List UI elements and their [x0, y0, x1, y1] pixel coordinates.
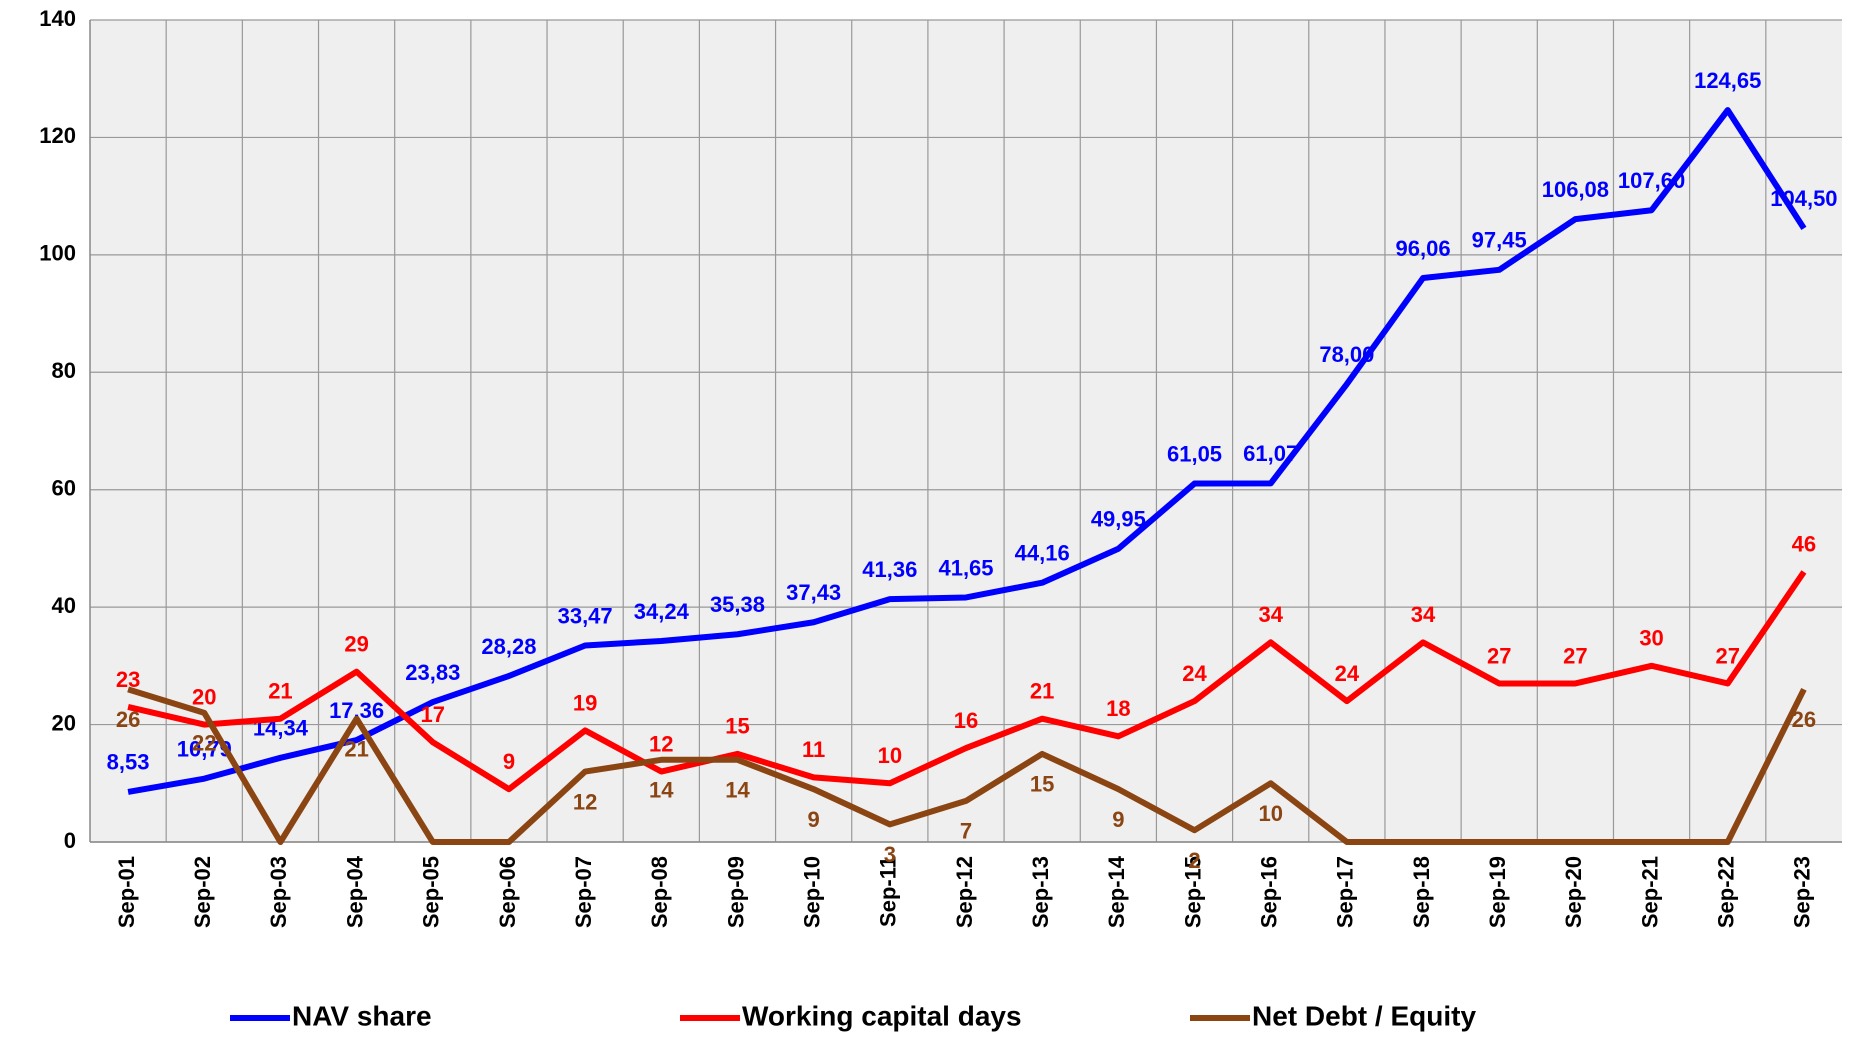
y-tick-label: 140 — [39, 6, 76, 31]
data-label: 24 — [1335, 661, 1360, 686]
data-label: 27 — [1715, 643, 1739, 668]
data-label: 49,95 — [1091, 507, 1146, 532]
x-tick-label: Sep-19 — [1485, 856, 1510, 928]
legend-label: Working capital days — [742, 1000, 1022, 1031]
x-tick-label: Sep-13 — [1028, 856, 1053, 928]
data-label: 9 — [503, 749, 515, 774]
y-tick-label: 120 — [39, 123, 76, 148]
data-label: 27 — [1487, 643, 1511, 668]
data-label: 23 — [116, 667, 140, 692]
x-tick-label: Sep-15 — [1180, 856, 1205, 928]
data-label: 97,45 — [1472, 228, 1527, 253]
data-label: 124,65 — [1694, 68, 1761, 93]
data-label: 107,60 — [1618, 168, 1685, 193]
x-tick-label: Sep-16 — [1257, 856, 1282, 928]
y-tick-label: 100 — [39, 241, 76, 266]
data-label: 61,07 — [1243, 441, 1298, 466]
x-tick-label: Sep-10 — [799, 856, 824, 928]
x-tick-label: Sep-01 — [114, 856, 139, 928]
x-tick-label: Sep-08 — [647, 856, 672, 928]
data-label: 28,28 — [481, 634, 536, 659]
data-label: 21 — [344, 737, 368, 762]
data-label: 20 — [192, 684, 216, 709]
data-label: 19 — [573, 690, 597, 715]
data-label: 17 — [421, 702, 445, 727]
data-label: 34 — [1258, 602, 1283, 627]
x-tick-label: Sep-23 — [1790, 856, 1815, 928]
x-tick-label: Sep-17 — [1333, 856, 1358, 928]
data-label: 12 — [649, 731, 673, 756]
x-tick-label: Sep-06 — [495, 856, 520, 928]
data-label: 9 — [808, 807, 820, 832]
x-tick-label: Sep-03 — [266, 856, 291, 928]
data-label: 14 — [725, 778, 750, 803]
data-label: 9 — [1112, 807, 1124, 832]
data-label: 41,65 — [938, 555, 993, 580]
x-tick-label: Sep-18 — [1409, 856, 1434, 928]
data-label: 18 — [1106, 696, 1130, 721]
data-label: 11 — [802, 737, 825, 762]
y-tick-label: 0 — [64, 828, 76, 853]
data-label: 21 — [1030, 679, 1054, 704]
data-label: 16 — [954, 708, 978, 733]
x-tick-label: Sep-22 — [1714, 856, 1739, 928]
legend-label: Net Debt / Equity — [1252, 1000, 1476, 1031]
data-label: 29 — [344, 632, 368, 657]
data-label: 44,16 — [1015, 541, 1070, 566]
data-label: 10 — [1258, 801, 1282, 826]
series-line — [127, 570, 1807, 793]
plot-area — [90, 20, 1842, 842]
data-label: 8,53 — [107, 750, 150, 775]
data-label: 41,36 — [862, 557, 917, 582]
data-label: 7 — [960, 819, 972, 844]
data-label: 34 — [1411, 602, 1436, 627]
data-label: 61,05 — [1167, 441, 1222, 466]
y-tick-label: 60 — [52, 476, 76, 501]
data-label: 23,83 — [405, 660, 460, 685]
data-label: 27 — [1563, 643, 1587, 668]
data-label: 10 — [878, 743, 902, 768]
data-label: 33,47 — [558, 603, 613, 628]
data-label: 21 — [268, 679, 292, 704]
x-tick-label: Sep-07 — [571, 856, 596, 928]
data-label: 46 — [1792, 532, 1816, 557]
data-label: 104,50 — [1770, 186, 1837, 211]
data-label: 34,24 — [634, 599, 690, 624]
x-tick-label: Sep-20 — [1561, 856, 1586, 928]
data-label: 96,06 — [1396, 236, 1451, 261]
x-tick-label: Sep-05 — [419, 856, 444, 928]
data-label: 37,43 — [786, 580, 841, 605]
data-label: 14 — [649, 778, 674, 803]
y-tick-label: 20 — [52, 710, 76, 735]
data-label: 15 — [1030, 772, 1054, 797]
series-line — [127, 686, 1807, 845]
data-label: 30 — [1639, 626, 1663, 651]
data-label: 78,00 — [1319, 342, 1374, 367]
x-tick-label: Sep-04 — [342, 855, 367, 928]
data-label: 22 — [192, 731, 216, 756]
data-label: 24 — [1182, 661, 1207, 686]
y-tick-label: 40 — [52, 593, 76, 618]
data-label: 106,08 — [1542, 177, 1609, 202]
x-tick-label: Sep-02 — [190, 856, 215, 928]
legend-label: NAV share — [292, 1000, 432, 1031]
data-label: 2 — [1188, 848, 1200, 873]
data-label: 3 — [884, 842, 896, 867]
x-tick-label: Sep-12 — [952, 856, 977, 928]
data-label: 15 — [725, 714, 749, 739]
data-label: 12 — [573, 789, 597, 814]
data-label: 26 — [116, 707, 140, 732]
y-tick-label: 80 — [52, 358, 76, 383]
x-tick-label: Sep-11 — [876, 856, 901, 927]
x-tick-label: Sep-14 — [1104, 855, 1129, 928]
data-label: 35,38 — [710, 592, 765, 617]
data-label: 26 — [1792, 707, 1816, 732]
x-tick-label: Sep-21 — [1637, 856, 1662, 928]
x-tick-label: Sep-09 — [723, 856, 748, 928]
